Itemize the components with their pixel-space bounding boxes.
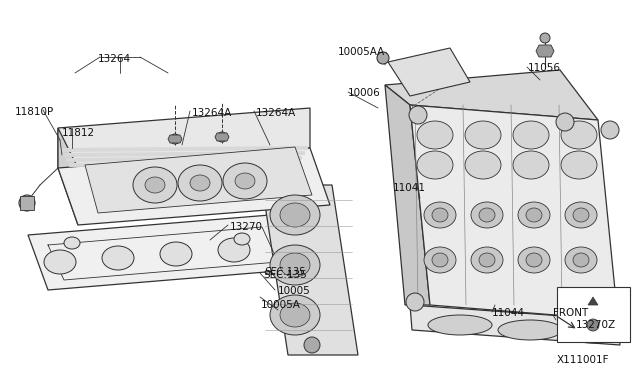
Polygon shape	[410, 105, 618, 320]
Ellipse shape	[304, 337, 320, 353]
Text: 11810P: 11810P	[15, 107, 54, 117]
Ellipse shape	[170, 134, 180, 144]
Ellipse shape	[133, 167, 177, 203]
Text: 13264A: 13264A	[256, 108, 296, 118]
Polygon shape	[215, 133, 229, 141]
Polygon shape	[58, 148, 330, 225]
Ellipse shape	[417, 151, 453, 179]
Polygon shape	[20, 196, 34, 210]
Ellipse shape	[432, 253, 448, 267]
Ellipse shape	[377, 52, 389, 64]
Ellipse shape	[280, 203, 310, 227]
Text: 13270: 13270	[230, 222, 263, 232]
Ellipse shape	[44, 250, 76, 274]
Ellipse shape	[424, 247, 456, 273]
Ellipse shape	[513, 151, 549, 179]
Ellipse shape	[235, 173, 255, 189]
Ellipse shape	[561, 151, 597, 179]
Ellipse shape	[587, 319, 599, 331]
Ellipse shape	[270, 195, 320, 235]
Ellipse shape	[601, 121, 619, 139]
Polygon shape	[385, 70, 598, 120]
Ellipse shape	[556, 113, 574, 131]
Ellipse shape	[518, 247, 550, 273]
Ellipse shape	[223, 163, 267, 199]
Ellipse shape	[190, 175, 210, 191]
Polygon shape	[85, 147, 312, 213]
Polygon shape	[60, 146, 308, 152]
Ellipse shape	[432, 208, 448, 222]
Text: 10006: 10006	[348, 88, 381, 98]
Ellipse shape	[64, 237, 80, 249]
Text: SEC.135: SEC.135	[265, 267, 306, 277]
Bar	[557, 287, 630, 342]
Polygon shape	[385, 85, 430, 305]
Ellipse shape	[217, 132, 227, 142]
Ellipse shape	[424, 202, 456, 228]
Ellipse shape	[218, 238, 250, 262]
Ellipse shape	[565, 247, 597, 273]
Ellipse shape	[417, 121, 453, 149]
Ellipse shape	[573, 208, 589, 222]
Ellipse shape	[406, 293, 424, 311]
Polygon shape	[588, 297, 598, 305]
Ellipse shape	[540, 33, 550, 43]
Polygon shape	[58, 108, 310, 168]
Polygon shape	[66, 156, 302, 162]
Ellipse shape	[428, 315, 492, 335]
Text: 13264A: 13264A	[192, 108, 232, 118]
Text: 10005AA: 10005AA	[338, 47, 385, 57]
Text: 11056: 11056	[528, 63, 561, 73]
Ellipse shape	[479, 208, 495, 222]
Ellipse shape	[409, 106, 427, 124]
Polygon shape	[63, 151, 305, 157]
Ellipse shape	[465, 121, 501, 149]
Ellipse shape	[526, 253, 542, 267]
Ellipse shape	[19, 195, 35, 211]
Ellipse shape	[498, 320, 562, 340]
Text: 11044: 11044	[492, 308, 525, 318]
Text: 10005A: 10005A	[261, 300, 301, 310]
Text: 13264: 13264	[98, 54, 131, 64]
Ellipse shape	[234, 233, 250, 245]
Ellipse shape	[178, 165, 222, 201]
Ellipse shape	[479, 253, 495, 267]
Ellipse shape	[465, 151, 501, 179]
Polygon shape	[168, 135, 182, 143]
Polygon shape	[262, 185, 358, 355]
Text: 11041: 11041	[393, 183, 426, 193]
Ellipse shape	[561, 121, 597, 149]
Ellipse shape	[471, 247, 503, 273]
Polygon shape	[69, 161, 299, 167]
Ellipse shape	[102, 246, 134, 270]
Ellipse shape	[513, 121, 549, 149]
Ellipse shape	[526, 208, 542, 222]
Polygon shape	[58, 128, 78, 225]
Text: FRONT: FRONT	[553, 308, 588, 318]
Ellipse shape	[565, 202, 597, 228]
Ellipse shape	[160, 242, 192, 266]
Ellipse shape	[471, 202, 503, 228]
Ellipse shape	[518, 202, 550, 228]
Ellipse shape	[589, 299, 607, 317]
Ellipse shape	[145, 177, 165, 193]
Polygon shape	[28, 215, 290, 290]
Text: X111001F: X111001F	[557, 355, 609, 365]
Ellipse shape	[270, 295, 320, 335]
Polygon shape	[536, 45, 554, 57]
Text: 11812: 11812	[62, 128, 95, 138]
Text: SEC.135: SEC.135	[263, 270, 307, 280]
Ellipse shape	[280, 253, 310, 277]
Ellipse shape	[573, 253, 589, 267]
Ellipse shape	[563, 323, 627, 343]
Polygon shape	[410, 305, 620, 345]
Polygon shape	[388, 48, 470, 96]
Text: 13270Z: 13270Z	[576, 320, 616, 330]
Ellipse shape	[280, 303, 310, 327]
Ellipse shape	[270, 245, 320, 285]
Text: 10005: 10005	[278, 286, 311, 296]
